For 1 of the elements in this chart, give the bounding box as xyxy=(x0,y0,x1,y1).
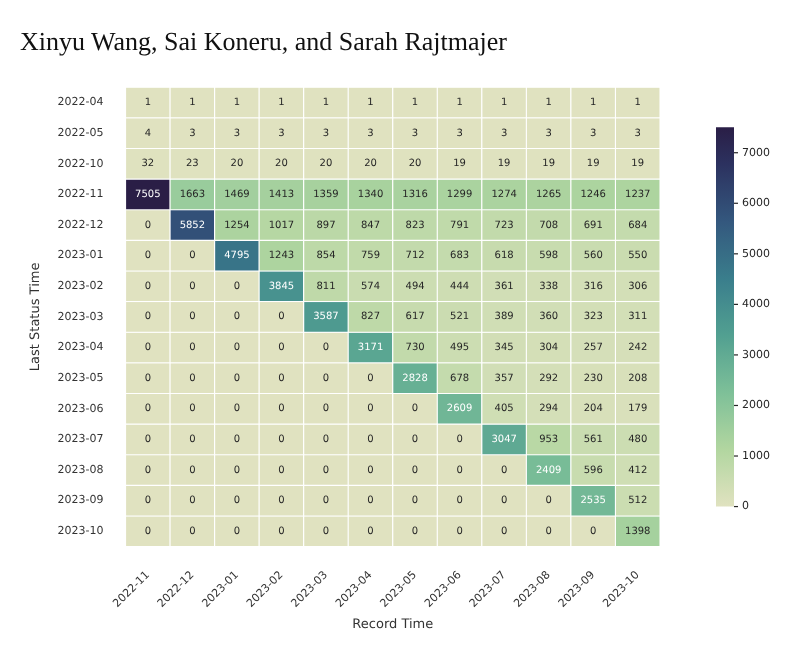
chart-title: Xinyu Wang, Sai Koneru, and Sarah Rajtmajer xyxy=(20,26,509,57)
